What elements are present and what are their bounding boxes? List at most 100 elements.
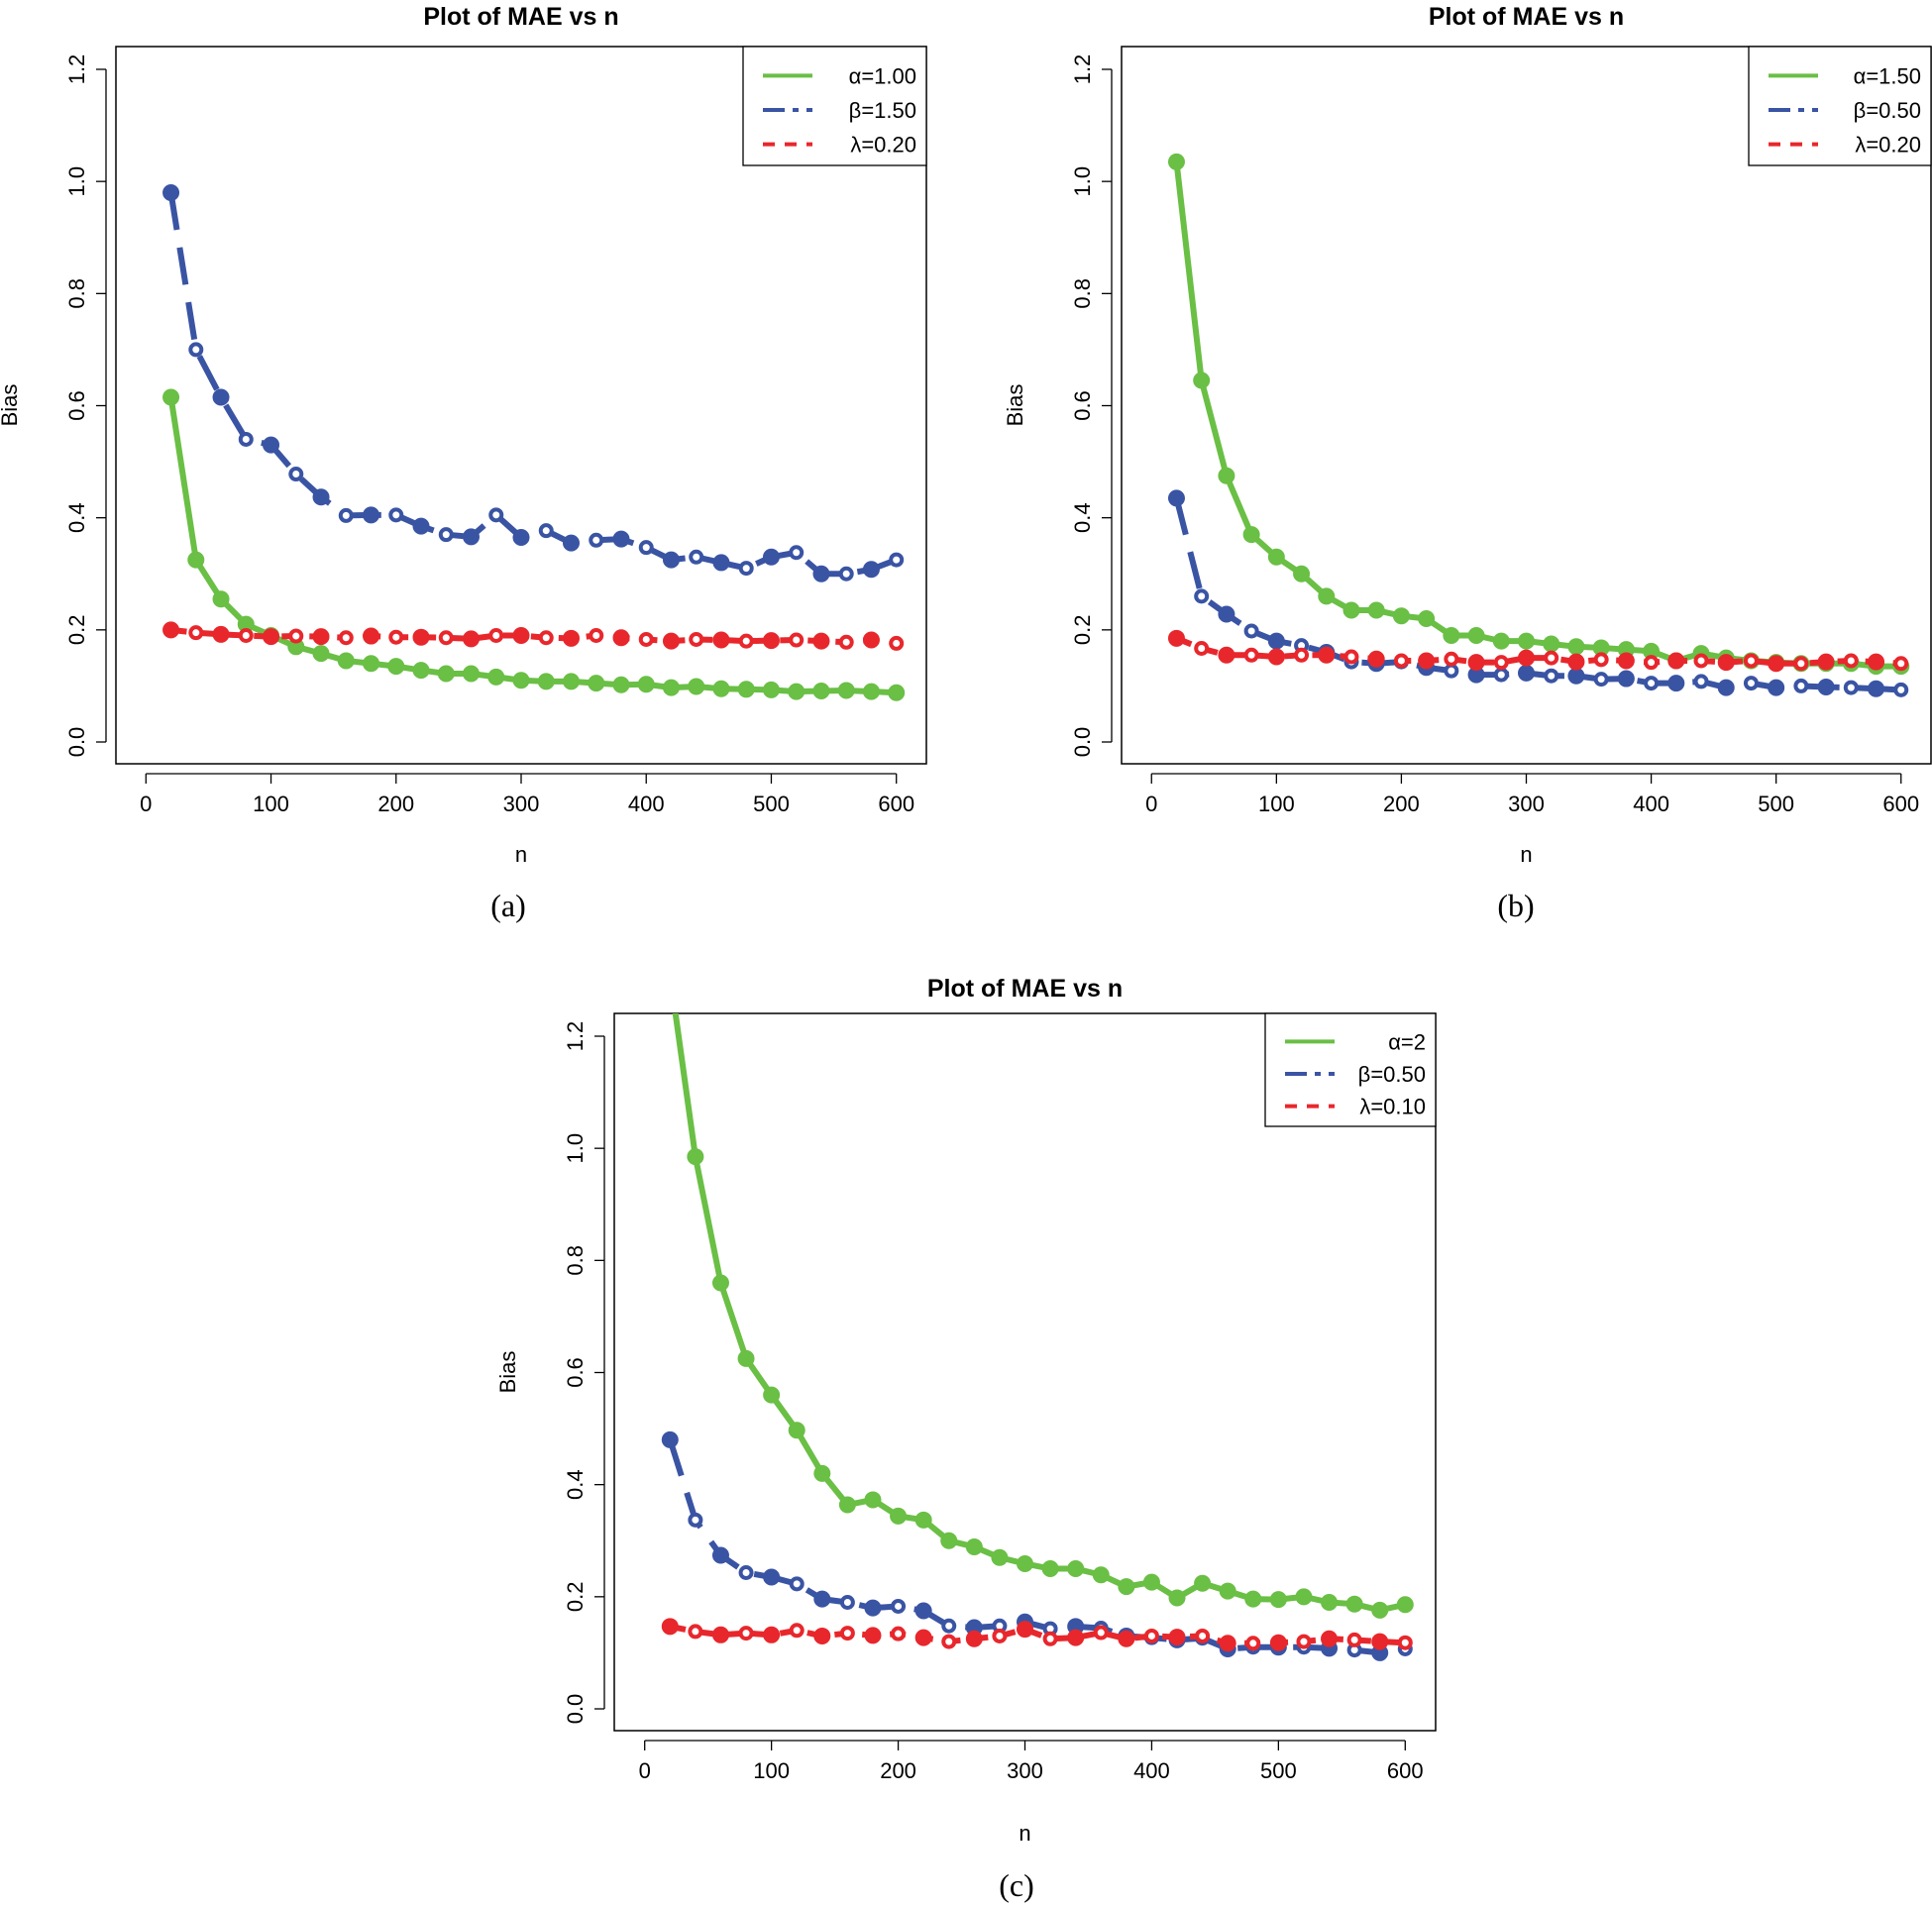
x-tick-label: 100 — [253, 792, 289, 816]
x-tick-label: 600 — [878, 792, 914, 816]
data-point — [1893, 682, 1909, 697]
data-point — [438, 527, 454, 543]
data-point — [738, 561, 754, 577]
y-axis-label: Bias — [1003, 384, 1027, 427]
data-point — [338, 507, 354, 523]
data-point — [1193, 371, 1211, 389]
x-tick-label: 200 — [1383, 792, 1420, 816]
data-point — [1042, 1631, 1058, 1646]
x-tick-label: 300 — [503, 792, 540, 816]
data-point — [837, 682, 855, 699]
data-point — [1345, 1595, 1363, 1613]
data-point — [813, 1464, 831, 1482]
data-point — [661, 1618, 679, 1636]
data-point — [1717, 654, 1735, 672]
x-tick-label: 600 — [1387, 1758, 1424, 1783]
legend-label: β=0.50 — [1358, 1062, 1426, 1087]
data-point — [188, 342, 204, 358]
data-point — [891, 1598, 907, 1614]
data-point — [562, 673, 580, 690]
data-point — [512, 626, 530, 644]
data-point — [914, 1602, 932, 1620]
series-beta — [162, 183, 905, 582]
data-point — [1717, 679, 1735, 696]
data-point — [1518, 632, 1535, 650]
y-tick-label: 1.0 — [64, 166, 89, 197]
data-point — [1817, 679, 1835, 696]
data-point — [388, 629, 404, 645]
data-point — [612, 676, 630, 693]
legend-label: λ=0.20 — [1855, 133, 1921, 158]
data-point — [1245, 1636, 1261, 1651]
data-point — [864, 1627, 882, 1644]
data-point — [788, 1422, 805, 1439]
data-point — [263, 436, 280, 454]
data-point — [1067, 1629, 1085, 1646]
data-point — [737, 681, 755, 698]
chart-panel-a: Plot of MAE vs n0 100 200 300 400 500 600n0.00… — [0, 3, 927, 923]
data-point — [1167, 629, 1185, 647]
data-point — [889, 635, 905, 651]
y-tick-label: 1.2 — [64, 54, 89, 85]
data-point — [1242, 526, 1260, 544]
data-point — [288, 628, 304, 644]
x-axis-label: n — [1520, 842, 1532, 867]
data-point — [1644, 676, 1660, 691]
data-point — [1493, 667, 1509, 683]
y-tick-label: 0.8 — [1070, 278, 1095, 309]
data-point — [712, 680, 730, 697]
y-axis-label: Bias — [0, 384, 22, 427]
y-tick-label: 0.6 — [64, 390, 89, 421]
data-point — [1868, 680, 1885, 697]
data-point — [363, 627, 380, 645]
data-point — [1142, 1573, 1160, 1591]
data-point — [1492, 632, 1510, 650]
legend-label: α=1.00 — [849, 63, 916, 88]
data-point — [1218, 646, 1235, 664]
data-point — [891, 1626, 907, 1641]
plot-title: Plot of MAE vs n — [927, 975, 1123, 1003]
x-axis: 0 100 200 300 400 500 600 — [140, 773, 914, 816]
x-tick-label: 0 — [1145, 792, 1157, 816]
x-tick-label: 100 — [753, 1758, 790, 1783]
legend-label: α=1.50 — [1854, 63, 1921, 88]
data-point — [1371, 1601, 1389, 1619]
data-point — [711, 1546, 729, 1564]
plot-frame — [115, 46, 927, 765]
legend-label: λ=0.20 — [850, 133, 916, 158]
x-axis-label: n — [515, 842, 527, 867]
data-point — [1392, 607, 1410, 625]
y-axis: 0.0 0.2 0.4 0.6 0.8 1.0 1.2 — [1070, 54, 1113, 757]
data-point — [864, 1491, 882, 1509]
y-tick-label: 0.2 — [1070, 615, 1095, 646]
y-tick-label: 0.6 — [563, 1357, 588, 1388]
data-point — [763, 1386, 781, 1404]
data-point — [1543, 635, 1560, 653]
data-point — [1118, 1578, 1135, 1596]
data-point — [1444, 651, 1459, 667]
x-tick-label: 300 — [1508, 792, 1545, 816]
data-point — [813, 1590, 831, 1608]
data-point — [662, 551, 680, 569]
y-axis-label: Bias — [495, 1351, 520, 1394]
data-point — [1017, 1621, 1033, 1639]
data-point — [838, 566, 854, 582]
legend: α=2 β=0.50 λ=0.10 — [1264, 1012, 1437, 1127]
data-point — [1194, 1574, 1212, 1592]
data-point — [1194, 641, 1210, 657]
data-point — [1567, 638, 1585, 656]
series-lambda — [162, 621, 905, 651]
data-point — [864, 1599, 882, 1617]
y-tick-label: 1.2 — [563, 1021, 588, 1052]
data-point — [1194, 588, 1210, 604]
data-point — [1593, 672, 1609, 688]
data-point — [1092, 1566, 1110, 1584]
data-point — [1367, 650, 1385, 668]
data-point — [1296, 1634, 1312, 1649]
y-tick-label: 0.2 — [563, 1582, 588, 1613]
data-point — [711, 1274, 729, 1292]
data-point — [688, 1624, 703, 1640]
data-point — [589, 627, 604, 643]
data-point — [463, 528, 481, 546]
y-tick-label: 0.2 — [64, 615, 89, 646]
